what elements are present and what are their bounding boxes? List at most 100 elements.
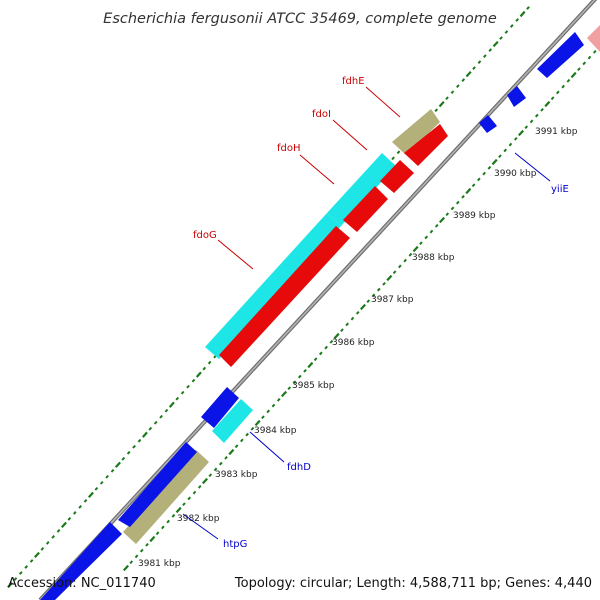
connector-yiiE: [514, 152, 551, 182]
outer-tick: [7, 581, 13, 589]
outer-tick: [504, 30, 509, 34]
inner-tick: [455, 200, 460, 205]
outer-tick: [483, 54, 487, 58]
inner-tick: [570, 71, 577, 79]
gene-blue-4[interactable]: [537, 32, 584, 78]
outer-tick: [153, 420, 158, 425]
inner-tick: [498, 154, 502, 159]
connector-fdoG: [217, 239, 254, 270]
inner-tick: [376, 287, 381, 292]
outer-tick: [121, 456, 126, 461]
inner-tick: [382, 281, 386, 286]
tick-labels: 3981 kbp 3982 kbp 3983 kbp 3984 kbp 3985…: [138, 127, 578, 569]
outer-tick: [202, 366, 207, 371]
outer-tick: [396, 150, 401, 155]
inner-tick: [161, 525, 165, 530]
outer-tick: [492, 40, 499, 48]
gene-fdoI-inner[interactable]: [380, 160, 414, 193]
inner-tick: [271, 403, 276, 408]
inner-tick: [487, 165, 492, 170]
tick-label-3987: 3987 kbp: [371, 295, 414, 305]
gene-labels: fdhE fdoI fdoH fdoG yiiE fdhD htpG: [193, 76, 569, 550]
gene-fdoH[interactable]: [327, 153, 396, 226]
connector-fdhE: [365, 86, 401, 118]
gene-blue-3[interactable]: [201, 387, 239, 428]
inner-tick: [208, 473, 213, 478]
outer-tick: [488, 48, 493, 52]
inner-tick: [434, 223, 439, 228]
tick-label-3985: 3985 kbp: [292, 381, 335, 391]
gene-pink[interactable]: [587, 25, 600, 52]
outer-tick: [94, 486, 99, 491]
inner-tick: [171, 513, 176, 518]
tick-label-3991: 3991 kbp: [535, 127, 578, 137]
outer-tick: [159, 414, 163, 419]
gene-htpG[interactable]: [123, 450, 209, 544]
outer-tick: [29, 559, 34, 563]
inner-tick: [534, 113, 539, 118]
inner-tick: [450, 206, 455, 211]
outer-tick: [477, 60, 482, 64]
inner-tick: [445, 212, 450, 217]
gene-blue-6[interactable]: [479, 115, 497, 133]
gene-fdoG[interactable]: [205, 213, 341, 359]
inner-tick: [491, 158, 498, 166]
outer-tick: [526, 6, 530, 10]
inner-tick: [419, 241, 423, 246]
inner-tick: [412, 245, 419, 253]
label-fdoG: fdoG: [193, 230, 217, 241]
gene-blue-1[interactable]: [40, 522, 122, 600]
tick-label-3989: 3989 kbp: [453, 211, 496, 221]
inner-tick: [529, 119, 534, 124]
inner-tick: [587, 55, 592, 60]
gene-fdoH-inner[interactable]: [343, 186, 388, 232]
inner-tick: [398, 264, 402, 269]
inner-tick: [556, 90, 560, 95]
outer-tick: [519, 10, 526, 18]
outer-tick: [24, 565, 29, 569]
blue-genes: [40, 25, 600, 600]
inner-tick: [392, 270, 397, 275]
genome-backbone-highlight: [39, 0, 596, 600]
outer-tick: [438, 101, 445, 108]
inner-tick: [544, 100, 551, 108]
inner-tick: [359, 303, 367, 311]
inner-tick: [201, 477, 209, 485]
tick-label-3984: 3984 kbp: [254, 426, 297, 436]
inner-tick: [371, 293, 376, 298]
gene-blue-5[interactable]: [507, 86, 526, 107]
outer-tick: [509, 24, 514, 28]
inner-tick: [266, 409, 271, 414]
inner-tick: [540, 107, 544, 112]
gene-fdhD[interactable]: [212, 399, 253, 443]
inner-tick: [276, 397, 281, 402]
inner-tick: [324, 345, 328, 350]
inner-tick: [280, 390, 288, 398]
gene-fdhE[interactable]: [392, 109, 440, 155]
connector-fdhD: [249, 431, 285, 463]
inner-tick: [245, 432, 249, 437]
inner-tick: [155, 531, 160, 536]
inner-tick: [149, 535, 156, 543]
inner-tick: [513, 136, 518, 141]
outer-tick: [465, 70, 472, 78]
outer-tick: [434, 108, 439, 113]
inner-tick: [471, 183, 476, 188]
inner-tick: [319, 351, 323, 356]
inner-tick: [477, 177, 481, 182]
tick-label-3986: 3986 kbp: [332, 338, 375, 348]
gene-fdhE-inner[interactable]: [404, 124, 448, 166]
inner-tick: [307, 361, 314, 369]
inner-tick: [333, 332, 340, 340]
gene-fdoG-inner[interactable]: [219, 226, 350, 367]
outer-tick: [114, 461, 121, 468]
gene-blue-2[interactable]: [118, 442, 197, 527]
outer-tick: [461, 78, 466, 82]
inner-tick: [524, 125, 529, 130]
outer-tick: [18, 571, 23, 575]
outer-tick: [472, 66, 476, 70]
accession-text: Accession: NC_011740: [8, 576, 156, 591]
inner-tick: [213, 467, 218, 472]
tick-label-3983: 3983 kbp: [215, 470, 258, 480]
inner-tick: [561, 84, 565, 89]
